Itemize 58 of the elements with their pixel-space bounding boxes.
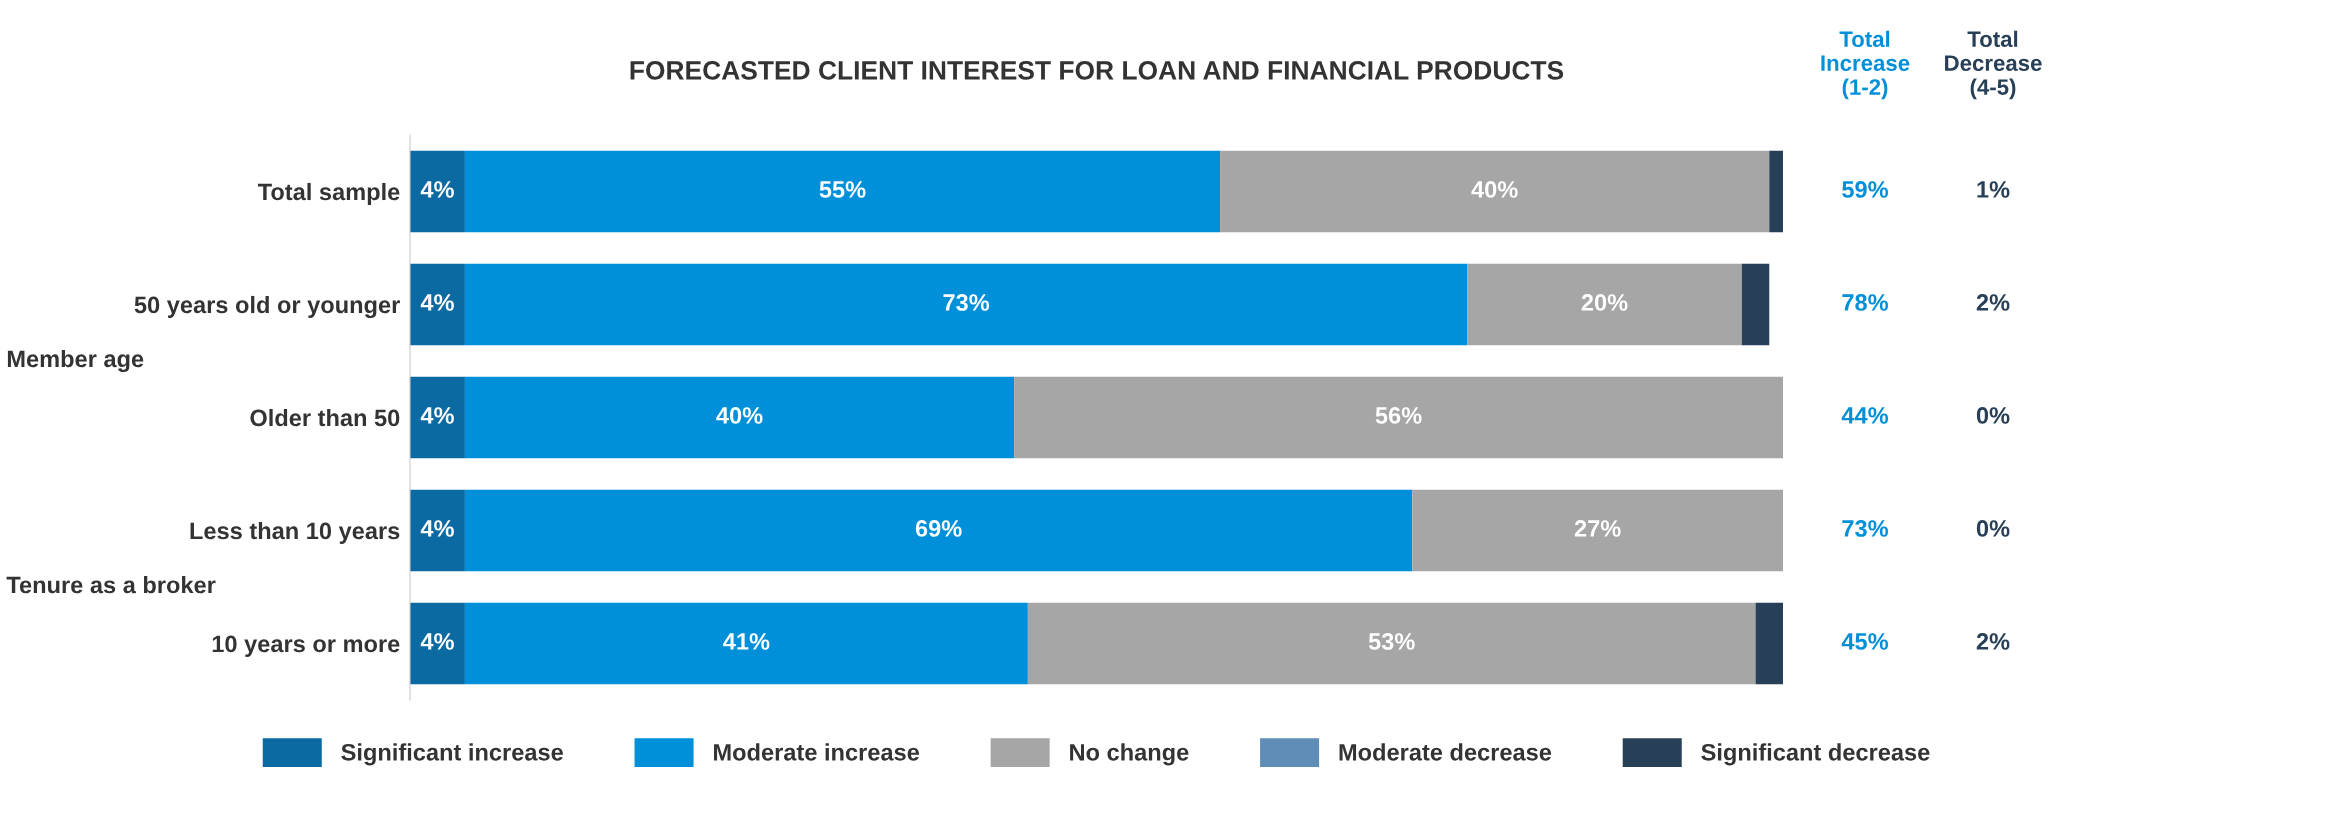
data-label: 4% [420,181,454,198]
text: Member age [7,349,144,373]
text: 45% [1841,633,1889,650]
text: 59% [1842,181,1889,198]
text: Total Decrease (4-5) [1945,30,2042,100]
y-tick-label: Total sample [257,182,400,205]
data-label: 20% [1581,294,1628,311]
data-label: 69% [915,520,962,537]
bar [410,263,465,346]
bar [1741,263,1770,346]
text: 1% [1977,181,2010,198]
data-label: 55% [819,181,866,198]
bar [1027,602,1756,685]
bar [410,376,465,459]
legend-label: Significant decrease [1701,743,1930,766]
text: 2% [1976,633,2010,650]
text: 73% [1842,520,1889,537]
bar [1412,489,1783,572]
bar [1755,602,1783,685]
bar [464,263,1468,346]
y-tick-label: 50 years old or younger [134,295,400,319]
y-tick-label: Older than 50 [250,408,400,427]
data-label: 56% [1375,407,1422,424]
text: Total Increase (1-2) [1821,30,1910,100]
data-label: 27% [1574,520,1621,537]
data-label: 40% [1471,181,1518,198]
text: Tenure as a broker [6,575,216,594]
data-label: 4% [420,520,454,537]
bar [464,602,1028,685]
bar [464,489,1413,572]
data-label: 4% [420,407,454,424]
legend-label: Moderate increase [714,743,919,761]
bar [1014,376,1783,459]
text: 2% [1976,294,2010,311]
text: 44% [1841,407,1889,424]
legend-label: No change [1070,743,1189,766]
bar [1769,150,1783,233]
bar [410,489,465,572]
chart-title: FORECASTED CLIENT INTEREST FOR LOAN AND FINANCIAL PRODUCTS [630,61,1564,80]
legend-label: Moderate decrease [1339,743,1552,761]
bar [464,150,1221,233]
text: 0% [1976,407,2010,424]
data-label: 40% [716,407,763,424]
data-label: 73% [943,294,990,311]
bar [464,376,1015,459]
y-tick-label: Less than 10 years [190,521,400,544]
y-tick-label: 10 years or more [212,635,400,657]
text: 0% [1976,520,2010,537]
legend-label: Significant increase [341,743,563,766]
bar [1220,150,1770,233]
bar [410,150,465,233]
data-label: 4% [420,633,454,650]
bar [410,602,465,685]
data-label: 4% [420,294,454,311]
data-label: 53% [1368,633,1415,650]
bar [1467,263,1742,346]
text: 78% [1842,294,1889,311]
data-label: 41% [723,633,770,650]
